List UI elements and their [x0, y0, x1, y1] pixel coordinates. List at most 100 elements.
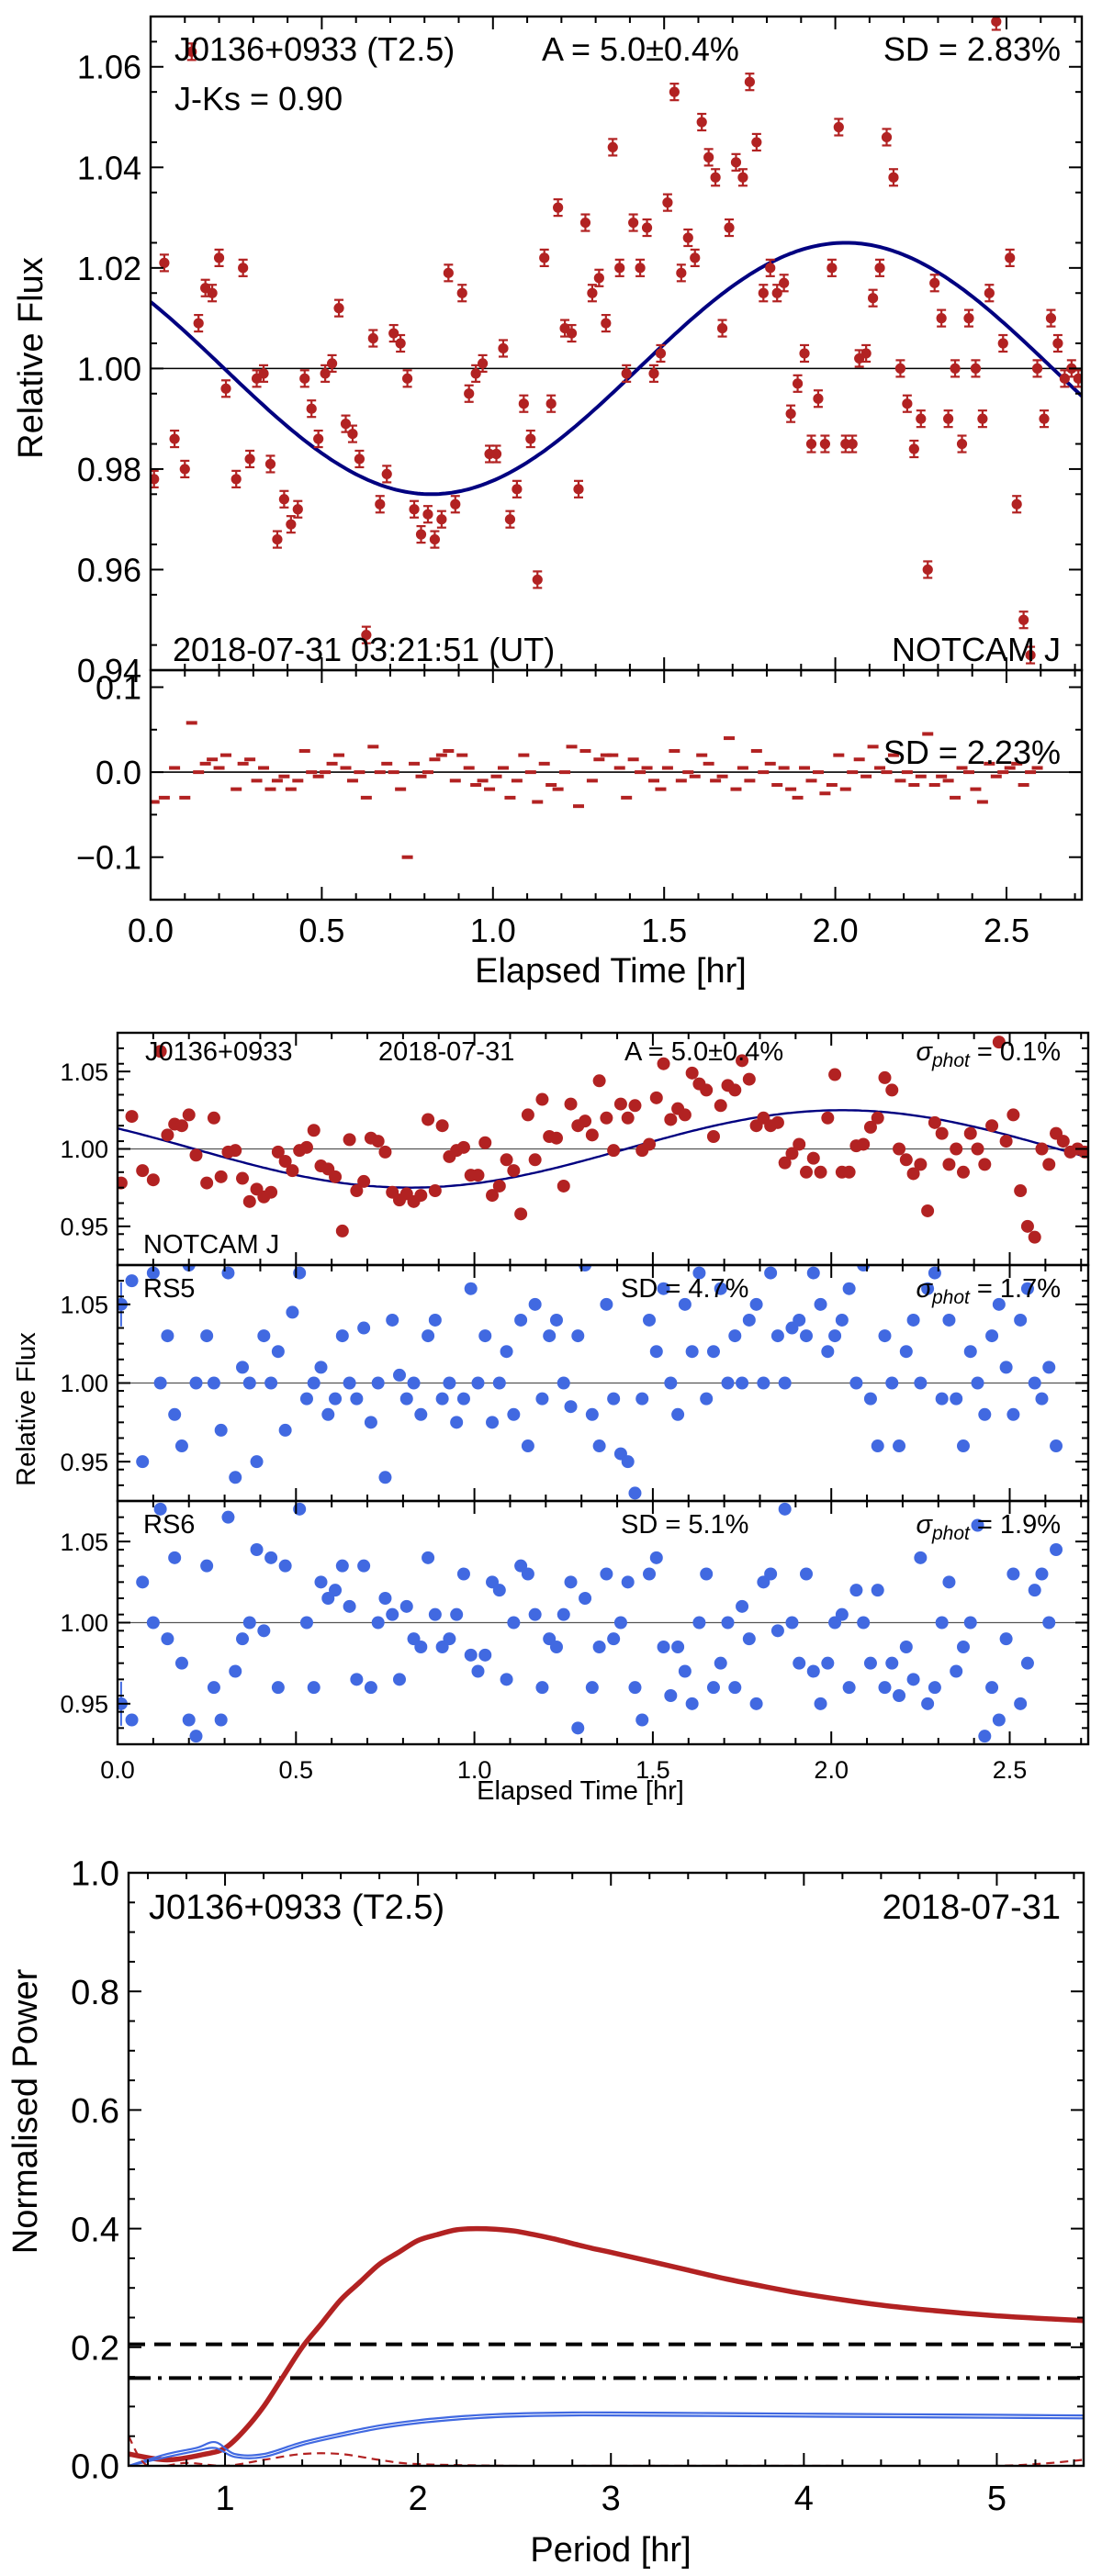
data-point: [335, 1329, 349, 1343]
residual-point: [237, 761, 249, 766]
residual-point: [956, 766, 968, 770]
residual-point: [990, 774, 1002, 778]
data-point: [200, 1329, 214, 1343]
data-point: [478, 1136, 492, 1149]
y-axis-label: Relative Flux: [12, 1332, 41, 1486]
data-point: [422, 1551, 435, 1564]
data-point: [314, 1575, 328, 1589]
data-point: [514, 1313, 528, 1327]
x-tick-label: 5: [987, 2480, 1006, 2518]
data-point: [229, 1664, 242, 1678]
data-point: [242, 1194, 256, 1208]
data-point: [470, 368, 481, 379]
data-point: [1028, 1230, 1041, 1244]
residual-point: [409, 761, 421, 766]
data-point: [805, 438, 817, 450]
data-point: [899, 1641, 913, 1653]
data-point: [690, 252, 701, 263]
data-point: [628, 217, 639, 229]
x-tick-label: 1.0: [457, 1756, 492, 1784]
residual-point: [511, 778, 523, 783]
x-tick-label: 1.5: [641, 912, 687, 949]
data-point: [521, 1439, 534, 1453]
data-point: [835, 1607, 849, 1621]
data-point: [557, 1376, 570, 1390]
data-point: [471, 1664, 485, 1678]
residual-point: [415, 774, 427, 778]
data-point: [292, 504, 303, 515]
residual-point: [213, 766, 225, 770]
data-point: [161, 1329, 174, 1343]
data-point: [749, 1297, 763, 1311]
data-point: [641, 222, 653, 233]
data-point: [671, 1407, 685, 1421]
data-point: [146, 1616, 160, 1630]
data-point: [486, 1416, 500, 1429]
y-tick-label: 0.98: [77, 451, 141, 488]
residual-point: [333, 753, 345, 757]
data-point: [553, 202, 564, 213]
data-point: [793, 1656, 806, 1670]
data-point: [236, 1171, 250, 1185]
data-point: [600, 1567, 613, 1581]
residual-point: [839, 787, 851, 791]
data-point: [213, 252, 225, 263]
residual-point: [298, 748, 310, 753]
residual-point: [586, 778, 598, 783]
data-point: [757, 1376, 770, 1390]
data-point: [464, 1282, 478, 1295]
data-point: [174, 1119, 188, 1133]
data-point: [564, 1097, 578, 1111]
data-point: [490, 448, 502, 460]
data-point: [922, 564, 933, 576]
data-point: [593, 273, 604, 284]
data-point: [888, 172, 899, 183]
residual-point: [552, 787, 564, 791]
target-date-label: 2018-07-31: [378, 1037, 514, 1067]
data-point: [628, 1681, 642, 1695]
data-point: [566, 328, 578, 339]
data-point: [1035, 1567, 1049, 1581]
rs6-periodogram-line: [129, 2414, 1084, 2466]
residual-point: [484, 787, 496, 791]
data-point: [906, 1673, 920, 1686]
data-point: [1014, 1184, 1028, 1198]
data-point: [1035, 1142, 1049, 1156]
data-point: [125, 1110, 139, 1124]
data-point: [950, 1392, 963, 1406]
data-point: [335, 1559, 349, 1573]
data-point: [329, 1392, 343, 1406]
data-point: [706, 1681, 720, 1695]
data-point: [628, 1486, 642, 1500]
residual-point: [682, 770, 694, 775]
data-point: [136, 1455, 150, 1469]
data-point: [549, 1313, 563, 1327]
data-point: [585, 1407, 599, 1421]
data-point: [863, 1120, 877, 1134]
data-point: [492, 1376, 506, 1390]
data-point: [728, 1681, 742, 1695]
residual-point: [1018, 783, 1029, 787]
y-tick-label: 1.05: [60, 1529, 108, 1556]
residual-point: [258, 766, 270, 770]
data-point: [242, 1616, 256, 1630]
data-point: [1050, 1543, 1063, 1556]
residual-point: [874, 766, 886, 770]
periodogram-panel: 0.0 0.2 0.4 0.6 0.8 1.0 1 2 3 4 5 J0136+0933 (T2.5…: [6, 1855, 1085, 2570]
data-point: [1073, 373, 1082, 384]
data-point: [999, 1135, 1013, 1148]
data-point: [1025, 649, 1036, 661]
data-point: [600, 1297, 613, 1311]
colour-label: J-Ks = 0.90: [174, 80, 343, 118]
data-point: [669, 86, 680, 97]
data-point: [649, 1345, 663, 1359]
residual-marks: [151, 721, 1082, 859]
data-point: [271, 1345, 285, 1359]
data-point: [1059, 373, 1070, 384]
sinusoid-fit-line: [151, 241, 1082, 497]
x-tick-label: 2.0: [814, 1756, 849, 1784]
y-tick-label: 1.00: [77, 350, 141, 387]
data-point: [118, 1176, 128, 1190]
residual-point: [730, 787, 742, 791]
data-point: [456, 1392, 470, 1406]
